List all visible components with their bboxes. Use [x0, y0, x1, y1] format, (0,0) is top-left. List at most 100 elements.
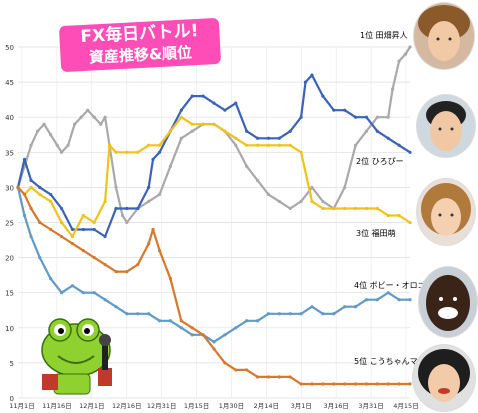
- data-point-series-5: [92, 256, 96, 260]
- player-4-photo: [418, 266, 478, 338]
- data-point-series-3: [266, 143, 271, 147]
- data-point-series-5: [125, 270, 129, 274]
- data-point-series-1: [92, 115, 96, 119]
- data-point-series-4: [168, 319, 173, 323]
- series-lines: [16, 45, 412, 386]
- data-point-series-1: [42, 122, 46, 126]
- data-point-series-3: [255, 143, 260, 147]
- data-point-series-2: [321, 94, 325, 98]
- data-point-series-3: [310, 199, 314, 204]
- data-point-series-4: [397, 298, 401, 302]
- data-point-series-1: [147, 199, 151, 204]
- data-point-series-5: [299, 382, 303, 386]
- data-point-series-4: [136, 312, 140, 316]
- data-point-series-2: [136, 206, 140, 211]
- data-point-series-4: [277, 312, 281, 316]
- data-point-series-1: [36, 129, 40, 133]
- y-tick-label: 5: [10, 360, 14, 368]
- data-point-series-2: [179, 108, 183, 112]
- x-tick-label: 1月15日: [184, 402, 209, 410]
- x-tick-label: 11月16日: [42, 402, 72, 410]
- data-point-series-3: [299, 150, 303, 154]
- data-point-series-1: [266, 192, 271, 197]
- data-point-series-4: [223, 333, 227, 337]
- data-point-series-4: [125, 312, 129, 316]
- data-point-series-4: [22, 213, 27, 218]
- data-point-series-5: [332, 382, 336, 386]
- data-point-series-5: [70, 241, 75, 246]
- data-point-series-2: [234, 101, 238, 105]
- data-point-series-3: [277, 143, 281, 147]
- data-point-series-3: [408, 220, 412, 225]
- data-point-series-5: [22, 192, 27, 197]
- data-point-series-5: [212, 347, 216, 351]
- data-point-series-5: [81, 248, 85, 253]
- data-point-series-2: [288, 129, 292, 133]
- data-point-series-5: [38, 220, 42, 225]
- data-point-series-5: [223, 361, 227, 365]
- data-point-series-4: [332, 312, 336, 316]
- data-point-series-4: [245, 319, 249, 323]
- data-point-series-2: [114, 206, 118, 211]
- data-point-series-4: [49, 277, 53, 281]
- data-point-series-3: [114, 150, 118, 154]
- data-point-series-4: [190, 333, 194, 337]
- data-point-series-3: [343, 206, 347, 211]
- data-point-series-5: [364, 382, 369, 386]
- data-point-series-1: [99, 122, 103, 126]
- y-tick-label: 15: [5, 290, 14, 298]
- x-tick-label: 12月31日: [147, 402, 177, 410]
- x-tick-label: 3月31日: [358, 402, 383, 410]
- data-point-series-2: [212, 101, 216, 105]
- data-point-series-1: [404, 52, 408, 56]
- data-point-series-2: [92, 227, 96, 232]
- player-5-photo: [412, 344, 476, 412]
- data-point-series-5: [59, 234, 64, 239]
- data-point-series-4: [364, 298, 369, 302]
- data-point-series-3: [38, 192, 42, 197]
- data-point-series-1: [310, 185, 314, 189]
- data-point-series-5: [386, 382, 390, 386]
- data-point-series-2: [408, 150, 412, 154]
- player-4-face-icon: [426, 275, 470, 331]
- x-tick-label: 3月1日: [291, 402, 312, 410]
- data-point-series-5: [16, 185, 20, 189]
- data-point-series-1: [299, 199, 303, 204]
- data-point-series-2: [201, 94, 205, 98]
- data-point-series-4: [343, 305, 347, 309]
- data-point-series-1: [255, 178, 260, 182]
- rank-3-label: 3位 福田萌: [356, 229, 396, 238]
- series-line-1: [16, 45, 412, 224]
- data-point-series-3: [168, 129, 173, 133]
- data-point-series-3: [397, 213, 401, 218]
- data-point-series-2: [266, 136, 271, 140]
- data-point-series-1: [114, 185, 118, 189]
- data-point-series-4: [114, 305, 118, 309]
- data-point-series-2: [38, 185, 42, 189]
- series-line-2: [16, 73, 412, 238]
- y-axis: 0 5 10 15 20 25 30 35 40 45 50: [5, 44, 14, 403]
- data-point-series-3: [321, 206, 325, 211]
- y-tick-label: 30: [5, 184, 14, 192]
- y-tick-label: 25: [5, 220, 14, 228]
- data-point-series-3: [288, 143, 292, 147]
- series-line-3: [16, 116, 412, 238]
- data-point-series-2: [29, 178, 33, 182]
- data-point-series-5: [277, 375, 281, 379]
- data-point-series-2: [310, 73, 314, 77]
- data-point-series-5: [266, 375, 271, 379]
- data-point-series-5: [179, 319, 183, 323]
- data-point-series-5: [310, 382, 314, 386]
- data-point-series-2: [303, 80, 308, 84]
- data-point-series-4: [321, 312, 325, 316]
- data-point-series-1: [168, 164, 173, 168]
- data-point-series-1: [408, 45, 412, 49]
- player-2-face-icon: [426, 101, 466, 151]
- data-point-series-3: [59, 220, 64, 225]
- data-point-series-4: [29, 234, 33, 239]
- data-point-series-4: [408, 298, 412, 302]
- data-point-series-3: [353, 206, 358, 211]
- data-point-series-1: [364, 129, 369, 133]
- data-point-series-5: [147, 241, 151, 246]
